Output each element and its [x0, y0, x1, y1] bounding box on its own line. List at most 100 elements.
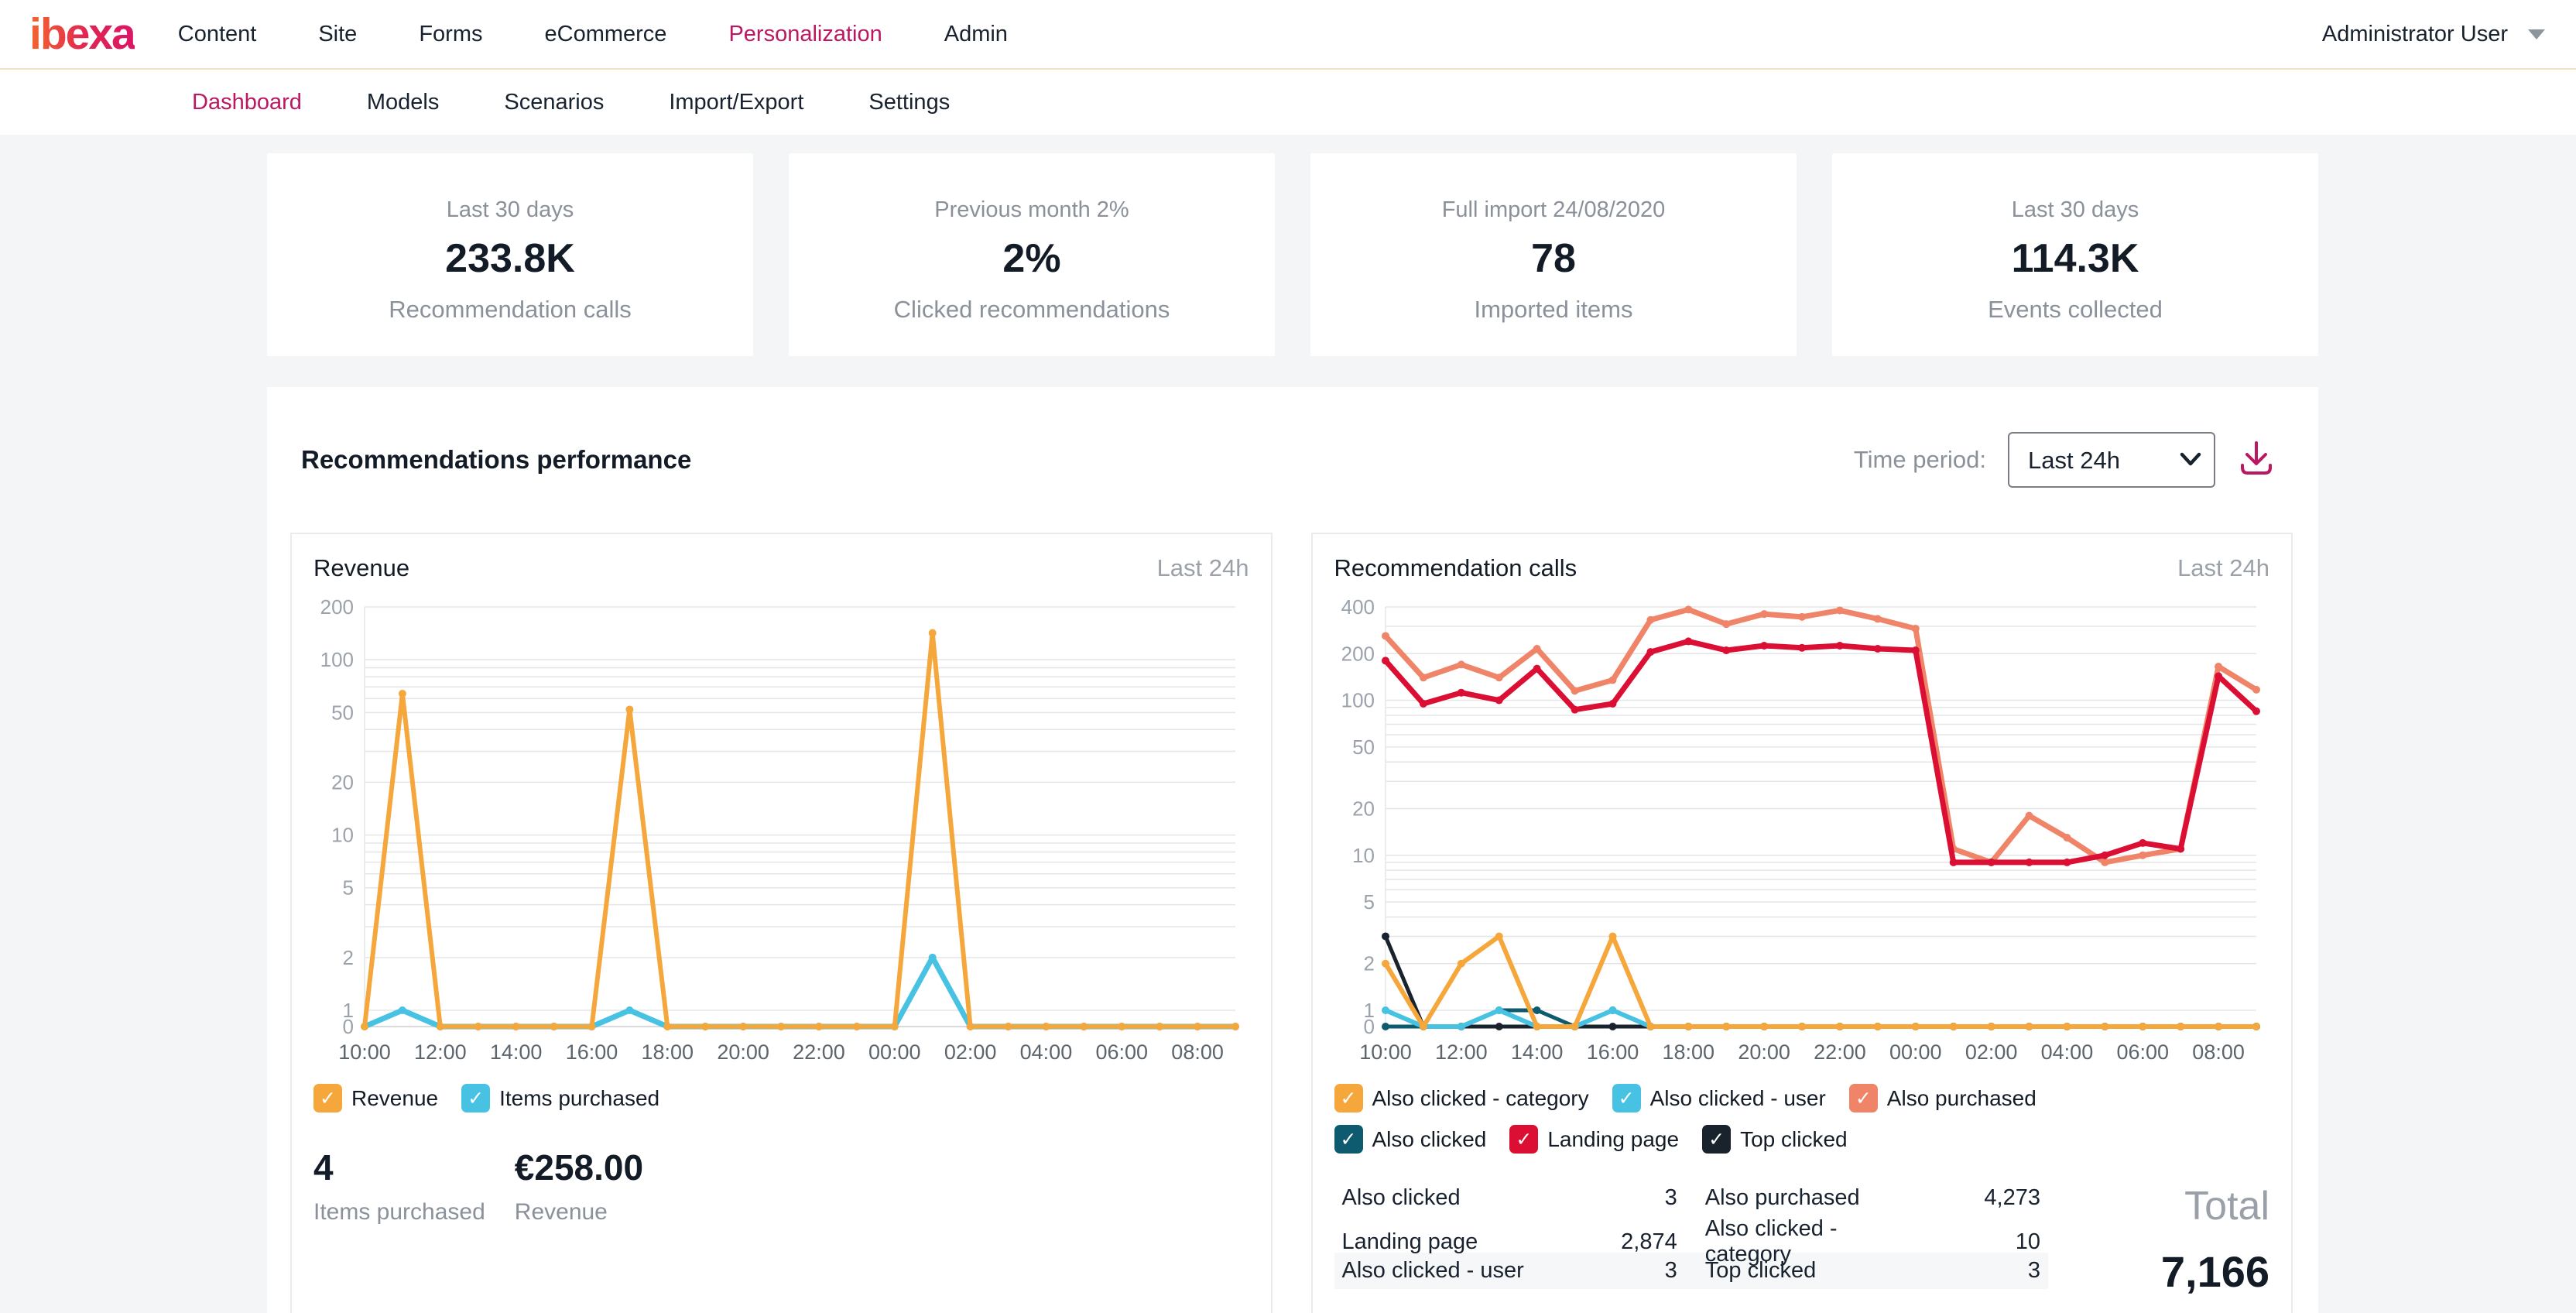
time-period-select[interactable]: Last 24h	[2008, 432, 2215, 488]
stat-card-value: 233.8K	[445, 236, 575, 281]
svg-text:400: 400	[1341, 595, 1374, 619]
svg-text:00:00: 00:00	[868, 1040, 921, 1064]
svg-text:1: 1	[1363, 999, 1374, 1022]
legend-item-also-clicked-category: ✓ Also clicked - category	[1334, 1084, 1589, 1112]
stat-card-value: 2%	[1002, 236, 1061, 281]
calls-total-value: 3	[1664, 1185, 1677, 1210]
revenue-legend: ✓ Revenue ✓ Items purchased	[313, 1084, 1149, 1112]
svg-text:50: 50	[331, 701, 354, 724]
calls-total: Total 7,166	[2076, 1180, 2269, 1297]
calls-total-value: 3	[1664, 1258, 1677, 1283]
svg-text:16:00: 16:00	[566, 1040, 618, 1064]
sub-nav-item-import-export[interactable]: Import/Export	[669, 89, 804, 115]
calls-total-label: Also clicked	[1341, 1185, 1461, 1210]
sub-nav: Dashboard Models Scenarios Import/Export Set…	[0, 70, 2576, 135]
top-nav-item-forms[interactable]: Forms	[419, 21, 483, 46]
legend-checkbox-also-purchased[interactable]: ✓	[1848, 1084, 1878, 1112]
svg-text:04:00: 04:00	[1020, 1040, 1073, 1064]
legend-label: Also clicked - user	[1649, 1085, 1826, 1110]
stat-card-caption: Last 30 days	[2011, 197, 2139, 222]
header-divider	[0, 68, 2576, 70]
time-period-controls: Time period: Last 24h	[1854, 432, 2290, 488]
svg-text:20: 20	[331, 770, 354, 794]
svg-text:12:00: 12:00	[414, 1040, 467, 1064]
legend-checkbox-landing-page[interactable]: ✓	[1509, 1125, 1539, 1154]
user-menu[interactable]: Administrator User	[2322, 22, 2545, 47]
sub-nav-item-settings[interactable]: Settings	[868, 89, 951, 115]
calls-total-value: 3	[2027, 1258, 2040, 1283]
svg-text:10: 10	[1352, 844, 1375, 867]
svg-text:200: 200	[320, 595, 354, 619]
svg-text:12:00: 12:00	[1435, 1040, 1488, 1064]
legend-checkbox-also-clicked-category[interactable]: ✓	[1334, 1084, 1363, 1112]
revenue-chart-period: Last 24h	[1156, 554, 1249, 581]
legend-item-also-purchased: ✓ Also purchased	[1848, 1084, 2036, 1112]
download-report-button[interactable]	[2237, 440, 2276, 480]
revenue-panel-header: Revenue Last 24h	[313, 554, 1249, 582]
legend-checkbox-also-clicked-user[interactable]: ✓	[1612, 1084, 1641, 1112]
legend-checkbox-items-purchased[interactable]: ✓	[461, 1084, 491, 1112]
legend-label: Also purchased	[1886, 1085, 2036, 1110]
items-purchased-value: 4	[313, 1147, 334, 1188]
stat-card-label: Clicked recommendations	[893, 296, 1170, 323]
svg-text:08:00: 08:00	[1171, 1040, 1224, 1064]
svg-text:14:00: 14:00	[1510, 1040, 1563, 1064]
top-nav-item-site[interactable]: Site	[318, 21, 358, 46]
svg-text:100: 100	[320, 648, 354, 671]
items-purchased-stat: 4 Items purchased	[313, 1147, 485, 1226]
top-nav-item-personalization[interactable]: Personalization	[728, 21, 882, 46]
svg-text:10: 10	[331, 824, 354, 847]
svg-text:08:00: 08:00	[2192, 1040, 2245, 1064]
stat-card-label: Imported items	[1474, 296, 1633, 323]
revenue-panel: Revenue Last 24h 200 100 50 20 10 5 2 1 0 10:00 12…	[290, 533, 1273, 1313]
sub-nav-item-dashboard[interactable]: Dashboard	[192, 89, 302, 115]
sub-nav-item-scenarios[interactable]: Scenarios	[504, 89, 605, 115]
top-nav: Content Site Forms eCommerce Personalization…	[178, 22, 1008, 47]
svg-text:18:00: 18:00	[642, 1040, 694, 1064]
calls-legend: ✓ Also clicked - category ✓ Also clicked - …	[1334, 1084, 2170, 1154]
legend-checkbox-also-clicked[interactable]: ✓	[1334, 1125, 1363, 1154]
top-nav-item-admin[interactable]: Admin	[944, 21, 1008, 46]
svg-text:06:00: 06:00	[1095, 1040, 1148, 1064]
calls-total-row: Also clicked 3 Also purchased 4,273	[1334, 1180, 2049, 1216]
time-period-label: Time period:	[1853, 446, 1986, 473]
total-label: Total	[2184, 1184, 2269, 1229]
calls-totals-table: Also clicked 3 Also purchased 4,273 Landing …	[1334, 1180, 2049, 1297]
svg-text:0: 0	[1363, 1015, 1374, 1038]
calls-total-value: 10	[2015, 1229, 2040, 1254]
revenue-label: Revenue	[514, 1199, 608, 1225]
stat-card-caption: Previous month 2%	[934, 197, 1129, 222]
top-nav-item-ecommerce[interactable]: eCommerce	[544, 21, 667, 46]
legend-item-also-clicked: ✓ Also clicked	[1334, 1125, 1486, 1154]
svg-text:50: 50	[1352, 735, 1375, 759]
stat-card-label: Recommendation calls	[389, 296, 632, 323]
ibexa-logo[interactable]: ibexa	[29, 9, 136, 59]
stat-card-value: 114.3K	[2011, 236, 2139, 281]
calls-total-label: Landing page	[1341, 1229, 1478, 1254]
revenue-footer: 4 Items purchased €258.00 Revenue	[313, 1147, 1249, 1226]
svg-text:02:00: 02:00	[944, 1040, 997, 1064]
svg-text:20:00: 20:00	[1738, 1040, 1790, 1064]
svg-text:100: 100	[1341, 689, 1374, 712]
legend-checkbox-revenue[interactable]: ✓	[313, 1084, 342, 1112]
legend-checkbox-top-clicked[interactable]: ✓	[1702, 1125, 1732, 1154]
svg-text:14:00: 14:00	[490, 1040, 543, 1064]
legend-item-revenue: ✓ Revenue	[313, 1084, 438, 1112]
calls-total-row: Also clicked - user 3 Top clicked 3	[1334, 1253, 2048, 1289]
svg-text:20:00: 20:00	[717, 1040, 769, 1064]
legend-label: Top clicked	[1740, 1126, 1848, 1151]
top-nav-item-content[interactable]: Content	[177, 21, 257, 46]
svg-text:16:00: 16:00	[1586, 1040, 1639, 1064]
sub-nav-item-models[interactable]: Models	[366, 89, 440, 115]
calls-total-label: Top clicked	[1704, 1258, 1817, 1283]
legend-label: Revenue	[351, 1085, 439, 1110]
calls-chart-period: Last 24h	[2177, 554, 2269, 581]
svg-text:200: 200	[1341, 642, 1374, 665]
calls-chart-title: Recommendation calls	[1334, 554, 1577, 581]
svg-text:2: 2	[343, 946, 354, 969]
calls-footer: Also clicked 3 Also purchased 4,273 Landing …	[1334, 1180, 2269, 1297]
calls-panel-header: Recommendation calls Last 24h	[1334, 554, 2270, 582]
stat-card-events-collected: Last 30 days 114.3K Events collected	[1832, 153, 2318, 356]
legend-item-items-purchased: ✓ Items purchased	[461, 1084, 659, 1112]
